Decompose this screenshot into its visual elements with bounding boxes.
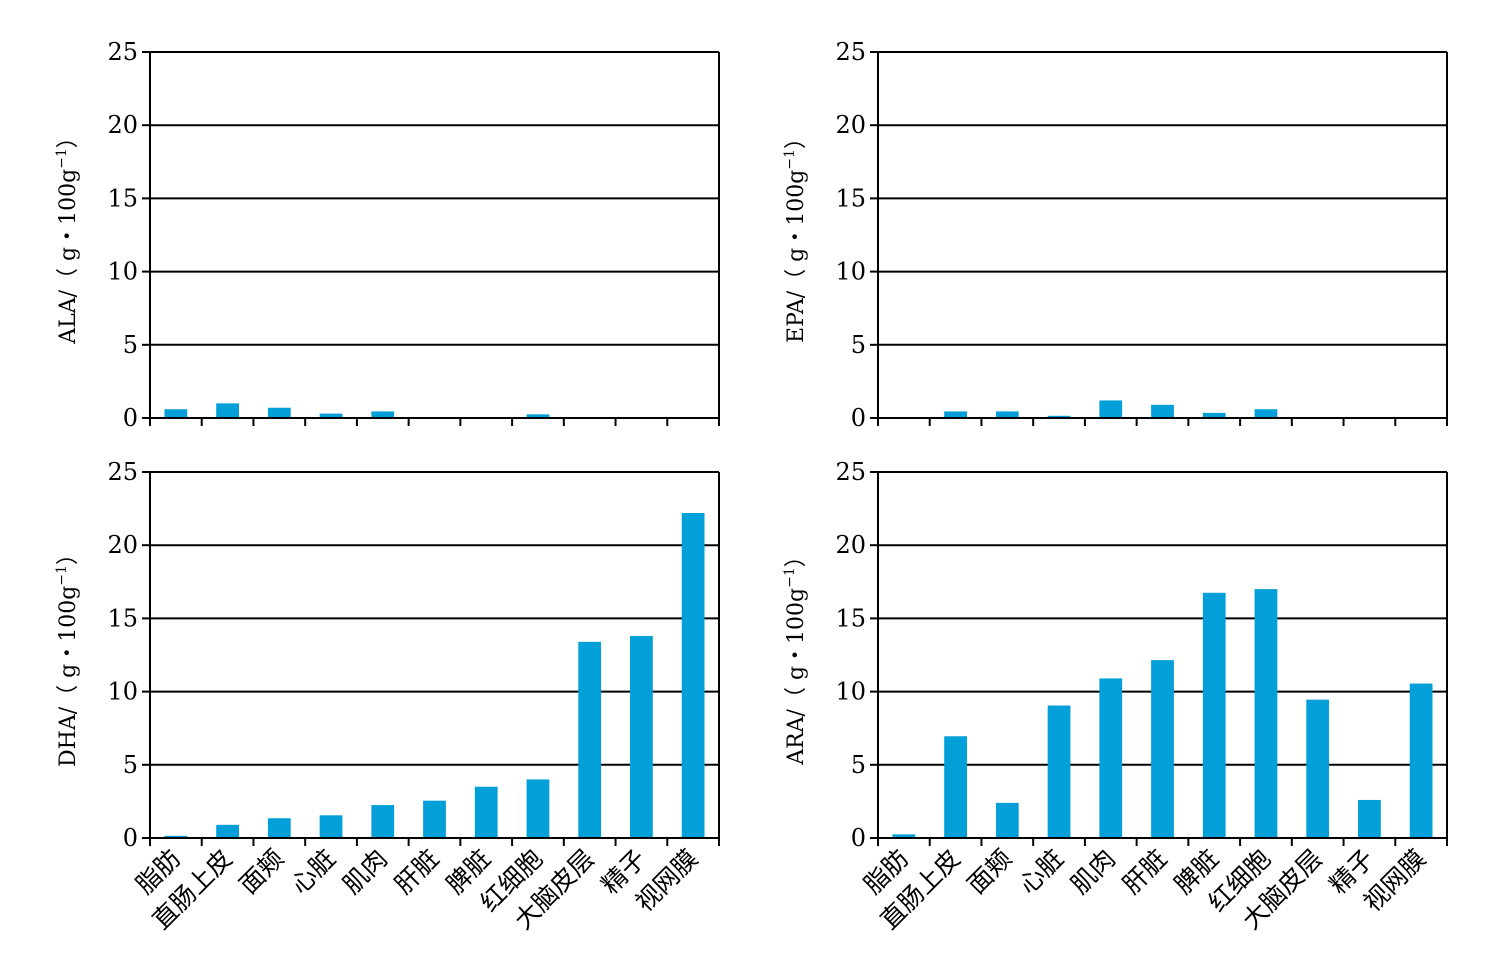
bar-红细胞 — [526, 779, 550, 838]
bar-心脏 — [1047, 415, 1071, 418]
bar-肝脏 — [1151, 660, 1174, 838]
y-tick-label: 20 — [107, 531, 138, 559]
bar-面颊 — [995, 802, 1019, 838]
bar-红细胞 — [1254, 409, 1278, 418]
chart-panel-1: 0 5 10 15 20 25 ALA/（ g・100g−1） — [54, 38, 720, 432]
chart-panel-4: 0510152025脂肪直肠上皮面颊心脏肌肉肝脏脾脏红细胞大脑皮层精子视网膜AR… — [782, 458, 1448, 935]
y-tick-label: 20 — [835, 531, 866, 559]
y-tick-label: 5 — [851, 331, 866, 359]
x-category-label: 心脏 — [285, 844, 341, 900]
bar-直肠上皮 — [944, 736, 967, 838]
y-tick-label: 10 — [835, 258, 866, 286]
bar-心脏 — [1047, 705, 1071, 838]
x-category-label: 肝脏 — [1117, 844, 1173, 900]
bar-脂肪 — [164, 835, 188, 838]
y-tick-label: 25 — [835, 38, 866, 66]
y-tick-label: 10 — [107, 678, 138, 706]
bar-直肠上皮 — [216, 403, 239, 418]
y-tick-label: 25 — [107, 458, 138, 486]
bar-心脏 — [319, 413, 343, 418]
bar-肌肉 — [1099, 400, 1123, 418]
x-category-label: 面颊 — [962, 844, 1018, 900]
bar-脾脏 — [474, 786, 498, 838]
bar-肌肉 — [371, 805, 395, 838]
y-tick-label: 10 — [107, 258, 138, 286]
bar-脂肪 — [892, 834, 916, 838]
bar-肝脏 — [1151, 404, 1174, 418]
y-axis-label: DHA/（ g・100g−1） — [54, 543, 81, 767]
y-tick-label: 25 — [107, 38, 138, 66]
bar-精子 — [630, 635, 653, 838]
y-tick-label: 5 — [123, 331, 138, 359]
y-tick-label: 0 — [851, 824, 866, 852]
bar-肌肉 — [1099, 678, 1123, 838]
y-tick-label: 20 — [835, 111, 866, 139]
y-axis-label: ARA/（ g・100g−1） — [782, 545, 809, 766]
chart-panel-2: 0 5 10 15 20 25 EPA/（ g・100g−1） — [782, 38, 1448, 432]
y-axis-label: ALA/（ g・100g−1） — [54, 126, 81, 345]
x-category-label: 肌肉 — [337, 844, 393, 900]
bar-视网膜 — [681, 512, 705, 838]
y-tick-label: 25 — [835, 458, 866, 486]
y-tick-label: 15 — [835, 184, 866, 212]
chart-panel-3: 0510152025脂肪直肠上皮面颊心脏肌肉肝脏脾脏红细胞大脑皮层精子视网膜DH… — [54, 458, 720, 935]
bar-面颊 — [267, 818, 291, 838]
bar-精子 — [1358, 799, 1381, 838]
x-category-label: 面颊 — [234, 844, 290, 900]
bar-脂肪 — [164, 409, 188, 418]
y-tick-label: 15 — [835, 604, 866, 632]
y-tick-label: 0 — [851, 404, 866, 432]
y-tick-label: 15 — [107, 184, 138, 212]
x-category-label: 心脏 — [1013, 844, 1069, 900]
y-axis-label: EPA/（ g・100g−1） — [782, 127, 809, 343]
bar-红细胞 — [1254, 589, 1278, 838]
bar-大脑皮层 — [1306, 699, 1330, 838]
bar-直肠上皮 — [944, 411, 967, 418]
bar-面颊 — [995, 411, 1019, 418]
bar-脾脏 — [1202, 592, 1226, 838]
y-tick-label: 0 — [123, 404, 138, 432]
bar-红细胞 — [526, 414, 550, 418]
x-category-label: 肝脏 — [389, 844, 445, 900]
y-tick-label: 10 — [835, 678, 866, 706]
y-tick-label: 20 — [107, 111, 138, 139]
y-tick-label: 0 — [123, 824, 138, 852]
bar-肝脏 — [423, 800, 446, 838]
bar-心脏 — [319, 815, 343, 838]
bar-面颊 — [267, 407, 291, 418]
bar-大脑皮层 — [578, 641, 602, 838]
y-tick-label: 15 — [107, 604, 138, 632]
bar-脾脏 — [1202, 412, 1226, 418]
y-tick-label: 5 — [851, 751, 866, 779]
bar-肌肉 — [371, 411, 395, 418]
y-tick-label: 5 — [123, 751, 138, 779]
bar-直肠上皮 — [216, 824, 239, 838]
x-category-label: 肌肉 — [1065, 844, 1121, 900]
bar-视网膜 — [1409, 683, 1433, 838]
